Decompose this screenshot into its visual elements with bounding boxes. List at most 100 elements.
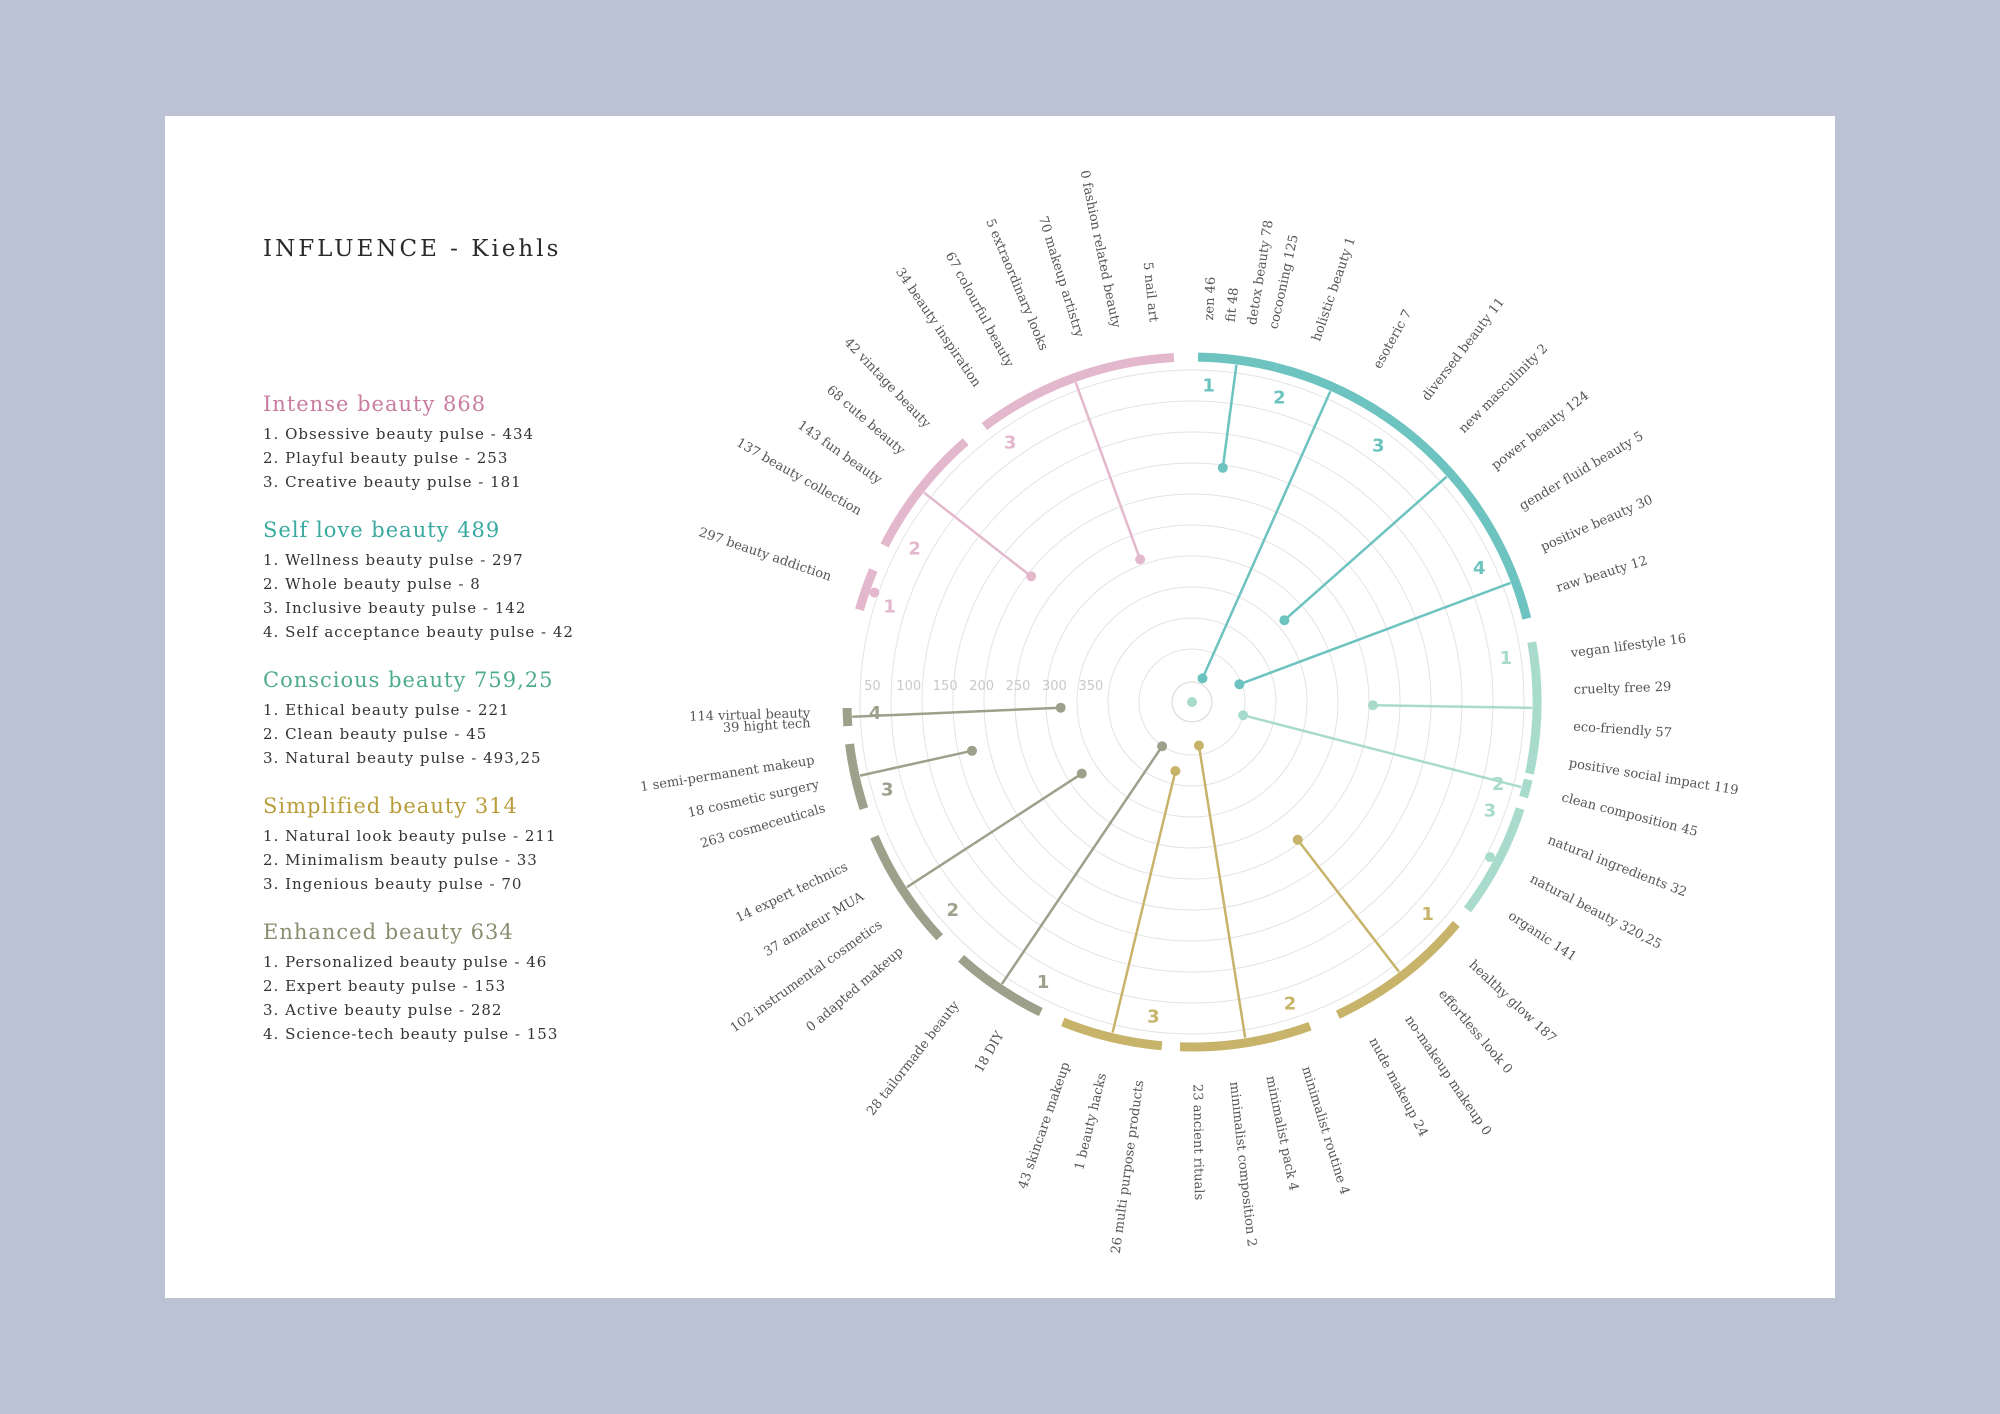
outer-label: 297 beauty addiction [697, 525, 834, 585]
legend-items: 1. Ethical beauty pulse - 221 2. Clean b… [263, 698, 643, 770]
axis-tick-label: 250 [1006, 679, 1031, 694]
outer-label: minimalist routine 4 [1298, 1065, 1352, 1197]
outer-label: 18 DIY [972, 1029, 1008, 1076]
pulse-needle [1221, 364, 1238, 468]
outer-label: raw beauty 12 [1555, 553, 1650, 595]
grid-ring [1076, 586, 1308, 818]
legend-item: 4. Science-tech beauty pulse - 153 [263, 1025, 559, 1043]
pulse-needle [923, 491, 1032, 578]
legend-heading: Intense beauty 868 [263, 392, 487, 416]
legend-item: 2. Whole beauty pulse - 8 [263, 575, 481, 593]
outer-label: power beauty 124 [1489, 389, 1592, 474]
pulse-arc [1335, 920, 1460, 1019]
pulse-value-point [967, 745, 977, 756]
grid-ring [890, 400, 1494, 1004]
pulse-number: 1 [1202, 375, 1215, 396]
grid-ring [1107, 617, 1277, 787]
legend-item: 3. Natural beauty pulse - 493,25 [263, 749, 542, 767]
axis-tick-label: 50 [864, 679, 881, 694]
outer-label: 114 virtual beauty [689, 706, 811, 725]
legend-group-simplified: Simplified beauty 314 1. Natural look be… [263, 794, 643, 896]
axis-tick-label: 350 [1078, 679, 1103, 694]
legend-item: 3. Creative beauty pulse - 181 [263, 473, 522, 491]
pulse-needle [906, 772, 1083, 889]
pulse-number: 2 [908, 538, 921, 559]
pulse-number: 1 [883, 597, 896, 618]
pulse-value-point [1485, 852, 1495, 863]
legend-items: 1. Wellness beauty pulse - 297 2. Whole … [263, 548, 643, 644]
pulse-needle [1197, 745, 1247, 1038]
pulse-value-point [1292, 834, 1303, 845]
pulse-value-point [1234, 679, 1245, 690]
pulse-number: 2 [1273, 387, 1286, 408]
outer-label: organic 141 [1505, 908, 1579, 964]
pulse-needle [859, 749, 973, 777]
legend: Intense beauty 868 1. Obsessive beauty p… [263, 392, 643, 1070]
pulse-arc [1197, 352, 1277, 372]
legend-item: 3. Ingenious beauty pulse - 70 [263, 875, 523, 893]
pulse-needle [1111, 770, 1177, 1033]
pulse-needle [852, 706, 1061, 719]
grid-ring [1045, 555, 1339, 849]
legend-item: 1. Personalized beauty pulse - 46 [263, 953, 548, 971]
pulse-value-point [1055, 702, 1066, 713]
pulse-arc [1463, 807, 1525, 913]
outer-label: zen 46 [1202, 277, 1219, 321]
chart-marks: 1 2 3 1 2 3 4 1 2 3 1 2 3 1 2 3 4 [842, 352, 1542, 1052]
axis-tick-label: 150 [933, 679, 958, 694]
grid-ring [921, 431, 1463, 973]
legend-item: 2. Expert beauty pulse - 153 [263, 977, 507, 995]
grid-ring [983, 493, 1401, 911]
pulse-number: 3 [1372, 436, 1385, 457]
pulse-value-point [1135, 554, 1146, 565]
axis-tick-label: 100 [896, 679, 921, 694]
pulse-arc [845, 743, 869, 810]
pulse-value-point [1367, 700, 1378, 711]
grid-rings [859, 369, 1525, 1035]
legend-item: 2. Clean beauty pulse - 45 [263, 725, 488, 743]
pulse-number: 1 [1421, 904, 1434, 925]
outer-label: 1 beauty hacks [1072, 1072, 1110, 1172]
axis-ticks: 50 100 150 200 250 300 350 [864, 679, 1103, 694]
legend-heading: Conscious beauty 759,25 [263, 668, 554, 692]
pulse-arc [1525, 641, 1542, 775]
pulse-arc [842, 707, 853, 727]
grid-ring [952, 462, 1432, 942]
pulse-value-point [869, 587, 880, 598]
legend-item: 3. Inclusive beauty pulse - 142 [263, 599, 527, 617]
outer-label: nude makeup 24 [1365, 1035, 1430, 1139]
pulse-value-point [1026, 571, 1037, 582]
pulse-number: 3 [881, 779, 894, 800]
outer-label: minimalist composition 2 [1226, 1081, 1259, 1247]
legend-item: 3. Active beauty pulse - 282 [263, 1001, 503, 1019]
pulse-number: 4 [1473, 558, 1486, 579]
outer-label: 23 ancient rituals [1190, 1084, 1206, 1200]
outer-label: 0 fashion related beauty [1076, 169, 1123, 330]
outer-label: 70 makeup artistry [1035, 214, 1087, 339]
pulse-number: 1 [1037, 972, 1050, 993]
legend-group-intense: Intense beauty 868 1. Obsessive beauty p… [263, 392, 643, 494]
legend-group-conscious: Conscious beauty 759,25 1. Ethical beaut… [263, 668, 643, 770]
outer-label: positive beauty 30 [1539, 493, 1656, 556]
outer-label: fit 48 [1224, 287, 1242, 323]
pulse-arc [1061, 1017, 1163, 1051]
pulse-needle [1283, 475, 1448, 622]
outer-label: eco-friendly 57 [1573, 720, 1673, 742]
axis-tick-label: 300 [1042, 679, 1067, 694]
centre-ring [1171, 681, 1213, 723]
pulse-arc [1382, 412, 1504, 548]
pulse-needle [1242, 713, 1522, 789]
pulse-value-point [1193, 740, 1204, 751]
pulse-value-point [1157, 741, 1168, 752]
legend-item: 4. Self acceptance beauty pulse - 42 [263, 623, 574, 641]
pulse-needle [1201, 390, 1332, 679]
grid-ring [1014, 524, 1370, 880]
pulse-arc [870, 835, 943, 941]
legend-heading: Simplified beauty 314 [263, 794, 518, 818]
outer-label: minimalist pack 4 [1262, 1074, 1300, 1192]
pulse-needle [1000, 745, 1164, 985]
legend-heading: Self love beauty 489 [263, 518, 501, 542]
outer-label: 43 skincare makeup [1016, 1060, 1074, 1191]
legend-items: 1. Obsessive beauty pulse - 434 2. Playf… [263, 422, 643, 494]
